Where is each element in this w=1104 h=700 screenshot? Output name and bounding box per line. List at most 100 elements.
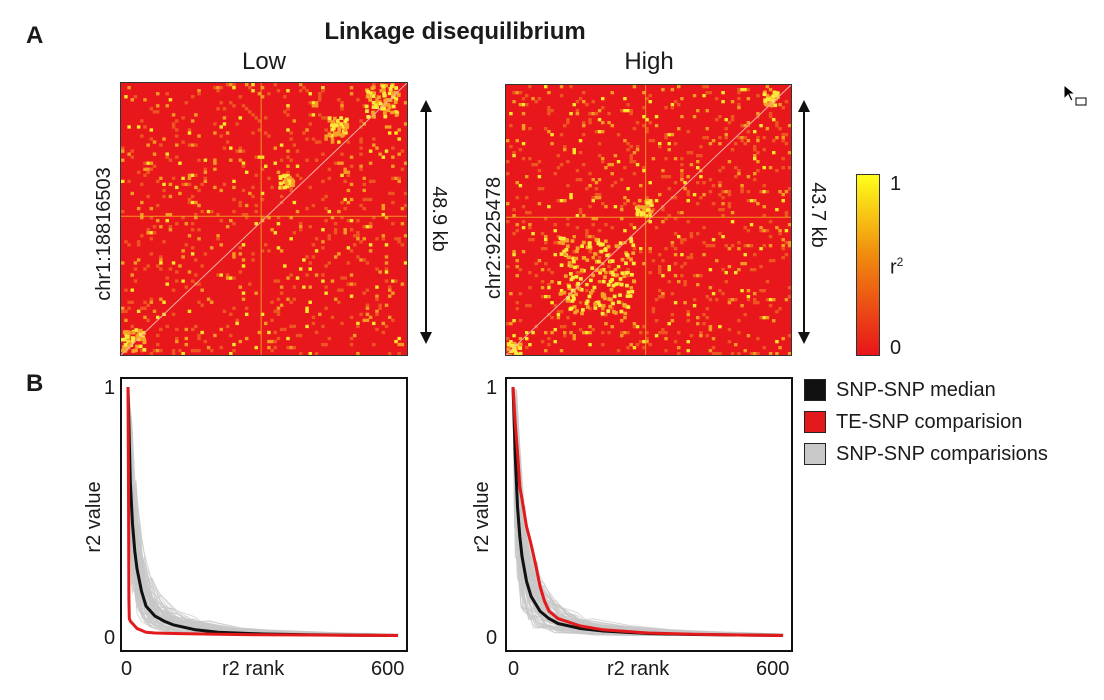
heatmap-cell: [601, 157, 605, 161]
heatmap-cell: [715, 97, 719, 101]
heatmap-cell: [333, 222, 338, 226]
heatmap-cell: [302, 258, 306, 262]
heatmap-cell: [749, 268, 754, 272]
heatmap-cell: [264, 131, 268, 135]
heatmap-cell: [512, 208, 516, 212]
heatmap-cell: [521, 220, 526, 224]
heatmap-cell: [588, 250, 592, 254]
heatmap-cell: [784, 211, 789, 215]
heatmap-block-cell: [382, 103, 387, 107]
heatmap-cell: [727, 247, 732, 251]
heatmap-cell: [235, 318, 239, 323]
heatmap-cell: [544, 85, 548, 89]
heatmap-cell: [127, 152, 131, 156]
heatmap-cell: [200, 288, 204, 292]
heatmap-block-cell: [287, 175, 292, 180]
heatmap-cell: [528, 223, 532, 227]
heatmap-cell: [711, 337, 716, 341]
heatmap-cell: [702, 85, 706, 89]
heatmap-cell: [531, 331, 535, 335]
heatmap-cell: [121, 149, 125, 153]
heatmap-cell: [140, 348, 144, 353]
heatmap-cell: [550, 280, 554, 284]
heatmap-cell: [696, 166, 700, 170]
heatmap-cell: [143, 125, 147, 129]
heatmap-cell: [302, 131, 306, 135]
heatmap-cell: [740, 262, 744, 266]
heatmap-cell: [260, 215, 265, 220]
heatmap-cell: [737, 268, 741, 272]
heatmap-cell: [286, 276, 290, 280]
legend-label-median: SNP-SNP median: [836, 378, 996, 401]
heatmap-cell: [238, 116, 243, 120]
heatmap-cell: [692, 193, 697, 197]
heatmap-cell: [194, 273, 198, 277]
snp-snp-comparison-line: [127, 386, 399, 636]
snp-snp-comparison-line: [127, 386, 399, 636]
heatmap-cell: [162, 300, 166, 304]
heatmap-cell: [321, 116, 325, 120]
heatmap-cell: [743, 349, 747, 353]
heatmap-block-cell: [601, 304, 606, 308]
heatmap-cell: [658, 289, 662, 293]
heatmap-cell: [572, 235, 576, 239]
heatmap-cell: [658, 145, 662, 149]
heatmap-cell: [623, 97, 627, 101]
heatmap-cell: [544, 331, 548, 335]
heatmap-block-cell: [636, 204, 641, 209]
lineplot-high-xtick-left: 0: [508, 658, 520, 680]
heatmap-cell: [585, 187, 589, 191]
heatmap-cell: [692, 94, 697, 98]
heatmap-block-cell: [396, 93, 401, 97]
heatmap-cell: [225, 324, 230, 329]
heatmap-cell: [787, 244, 791, 248]
heatmap-cell: [337, 209, 341, 214]
heatmap-cell: [677, 331, 681, 335]
heatmap-cell: [321, 246, 325, 250]
heatmap-cell: [229, 351, 233, 355]
heatmap-cell: [136, 243, 141, 247]
heatmap-cell: [648, 247, 652, 251]
heatmap-cell: [588, 235, 592, 239]
heatmap-block-cell: [772, 90, 777, 95]
heatmap-cell: [547, 91, 551, 95]
heatmap-cell: [578, 301, 583, 305]
heatmap-cell: [664, 331, 668, 335]
heatmap-cell: [540, 340, 545, 344]
heatmap-block-cell: [138, 344, 143, 349]
heatmap-cell: [327, 336, 332, 341]
heatmap-cell: [528, 271, 532, 275]
heatmap-cell: [171, 312, 176, 317]
heatmap-cell: [626, 331, 630, 335]
colorbar-mid-label: r2: [890, 255, 903, 280]
heatmap-block-cell: [601, 279, 606, 284]
heatmap-cell: [528, 286, 532, 290]
heatmap-cell: [658, 331, 662, 335]
heatmap-cell: [746, 295, 751, 299]
heatmap-cell: [597, 229, 602, 233]
heatmap-cell: [569, 193, 573, 197]
heatmap-cell: [664, 337, 668, 341]
heatmap-cell: [194, 185, 198, 190]
heatmap-cell: [130, 98, 135, 102]
heatmap-cell: [654, 226, 659, 230]
heatmap-cell: [734, 142, 738, 146]
heatmap-cell: [225, 131, 230, 135]
heatmap-cell: [337, 300, 341, 304]
heatmap-cell: [635, 325, 640, 329]
heatmap-cell: [521, 97, 526, 101]
heatmap-cell: [506, 202, 510, 206]
heatmap-cell: [582, 214, 586, 218]
heatmap-cell: [324, 264, 328, 268]
heatmap-cell: [400, 149, 405, 153]
heatmap-cell: [753, 268, 757, 272]
heatmap-cell: [762, 205, 766, 209]
heatmap-cell: [578, 139, 583, 143]
heatmap-cell: [702, 253, 706, 257]
snp-snp-comparison-line: [127, 386, 399, 636]
snp-snp-comparison-line: [127, 386, 399, 636]
heatmap-cell: [705, 127, 709, 131]
heatmap-cell: [639, 184, 643, 188]
heatmap-cell: [394, 131, 398, 135]
heatmap-cell: [677, 346, 681, 350]
